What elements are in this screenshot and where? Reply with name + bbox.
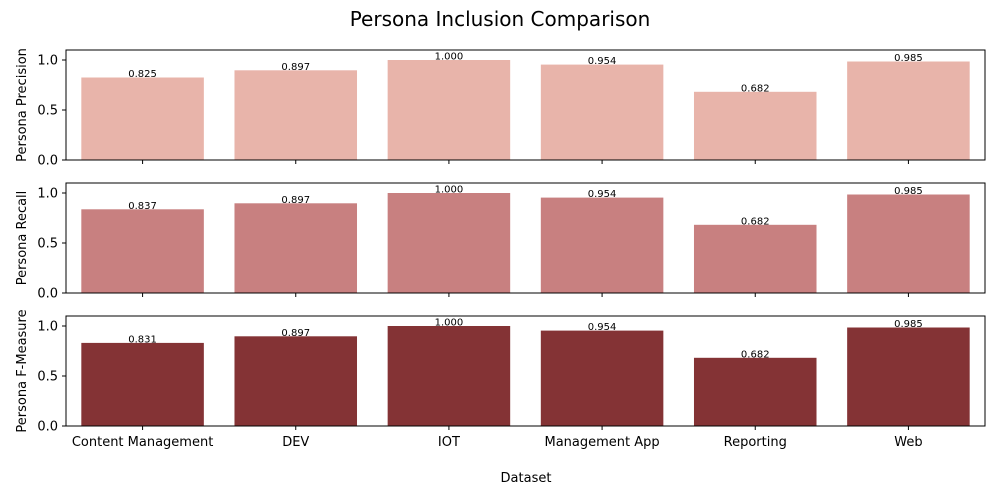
bar-1-2 [234,70,358,160]
data-label-1-1: 0.825 [128,69,157,80]
bar-3-1 [81,342,204,426]
x-tick-label-4: Management App [544,435,659,450]
data-label-3-6: 0.985 [894,319,923,330]
x-tick-label-3: IOT [438,435,460,450]
y-tick-label-3-1: 0.0 [37,420,58,435]
bar-2-6 [847,194,970,293]
data-label-1-4: 0.954 [588,56,617,67]
y-tick-label-1-2: 0.5 [37,104,58,119]
y-axis-label-1: Persona Precision [15,48,30,162]
bar-1-1 [81,77,204,160]
bar-2-4 [540,197,664,293]
bar-3-3 [387,326,511,426]
y-tick-label-2-1: 0.0 [37,287,58,302]
chart-title: Persona Inclusion Comparison [350,7,651,31]
bar-1-4 [540,64,664,160]
y-axis-label-2: Persona Recall [15,191,30,286]
data-label-2-5: 0.682 [741,216,770,227]
data-label-1-3: 1.000 [435,52,464,63]
y-tick-label-1-3: 1.0 [37,54,58,69]
data-label-2-3: 1.000 [435,185,464,196]
y-tick-label-1-1: 0.0 [37,154,58,169]
bar-3-5 [693,357,817,426]
data-label-3-4: 0.954 [588,322,617,333]
x-axis-label: Dataset [501,471,552,486]
bar-2-5 [693,224,817,293]
data-label-3-1: 0.831 [128,334,157,345]
panel-frame-1 [65,49,986,161]
y-axis-label-3: Persona F-Measure [15,309,30,432]
bar-3-6 [847,327,970,426]
data-label-2-1: 0.837 [128,201,157,212]
y-tick-label-2-2: 0.5 [37,237,58,252]
panel-frame-3 [65,315,986,427]
data-label-2-2: 0.897 [281,195,310,206]
x-tick-label-5: Reporting [724,435,787,450]
x-tick-label-6: Web [894,435,922,450]
bar-1-3 [387,60,511,160]
data-label-2-6: 0.985 [894,186,923,197]
y-tick-label-2-3: 1.0 [37,187,58,202]
data-label-3-5: 0.682 [741,349,770,360]
x-tick-label-1: Content Management [72,435,213,450]
bar-3-4 [540,330,664,426]
x-tick-label-2: DEV [282,435,309,450]
data-label-1-6: 0.985 [894,53,923,64]
bar-2-2 [234,203,358,293]
bar-1-6 [847,61,970,160]
bar-2-3 [387,193,511,293]
data-label-2-4: 0.954 [588,189,617,200]
bar-2-1 [81,209,204,293]
y-tick-label-3-2: 0.5 [37,370,58,385]
data-label-1-5: 0.682 [741,83,770,94]
data-label-1-2: 0.897 [281,62,310,73]
panel-frame-2 [65,182,986,294]
bar-1-5 [693,91,817,160]
bar-3-2 [234,336,358,426]
y-tick-label-3-3: 1.0 [37,320,58,335]
data-label-3-2: 0.897 [281,328,310,339]
data-label-3-3: 1.000 [435,318,464,329]
